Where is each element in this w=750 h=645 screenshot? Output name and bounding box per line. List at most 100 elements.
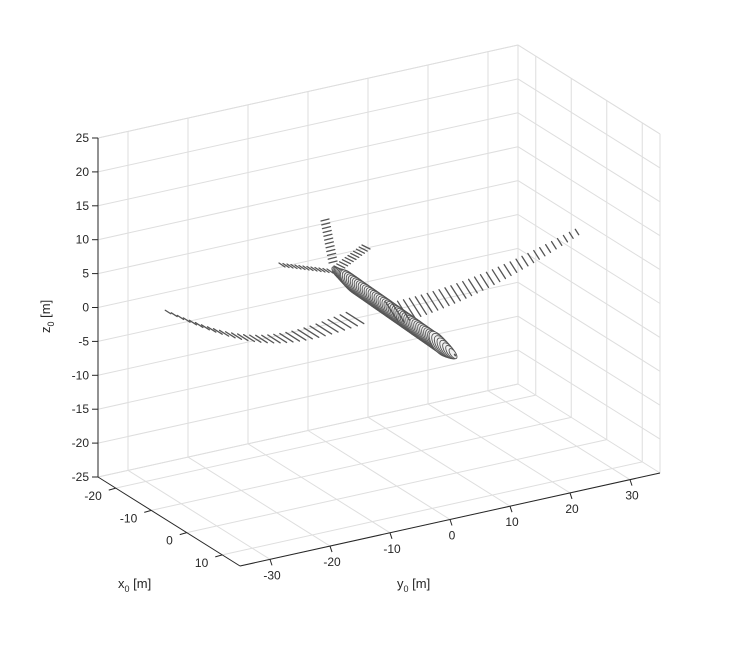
wing-rib	[414, 296, 428, 315]
z-tick-label: 10	[76, 233, 90, 247]
y-tick-label: -30	[263, 568, 281, 582]
grid-line	[97, 383, 519, 478]
grid-line	[367, 416, 511, 507]
grid-line	[517, 180, 661, 271]
wing-rib	[285, 331, 301, 342]
wing-rib	[309, 325, 326, 337]
grid-line	[97, 315, 519, 410]
wing-rib	[321, 225, 332, 230]
wing-rib	[206, 326, 217, 333]
z-tick-label: 25	[76, 131, 90, 145]
y-tick-label: 10	[505, 515, 519, 529]
wing-rib	[462, 280, 473, 297]
grid-line	[97, 349, 519, 444]
grid-line	[427, 403, 571, 494]
x-tick-mark	[144, 509, 152, 513]
grid-line	[517, 214, 661, 304]
x-axis-label: x0 [m]	[118, 576, 151, 594]
grid-line	[517, 281, 661, 372]
y-tick-mark	[569, 492, 573, 500]
x-tick-mark	[179, 532, 187, 536]
wing-rib	[176, 314, 185, 321]
wing-rib	[323, 237, 334, 241]
y-tick-mark	[449, 519, 453, 526]
wing-rib	[444, 287, 456, 304]
wing-rib	[326, 268, 334, 274]
wing-rib	[544, 243, 552, 254]
y-tick-mark	[329, 545, 333, 553]
y-tick-mark	[389, 532, 393, 539]
wing-rib	[306, 265, 314, 272]
grid-line	[517, 44, 661, 135]
wing-rib	[426, 292, 439, 311]
wing-rib	[350, 252, 360, 259]
wing-rib	[200, 324, 211, 331]
wing-rib	[328, 260, 338, 264]
grid-line	[97, 146, 519, 241]
wing-rib	[249, 334, 262, 343]
wing-rib	[279, 332, 294, 343]
x-axis-ticks: -20 -10 0 10	[84, 487, 223, 570]
y-tick-label: -10	[383, 542, 401, 556]
grid-line	[517, 112, 661, 203]
x-tick-label: -20	[84, 489, 102, 503]
x-tick-label: 0	[166, 534, 173, 548]
wing-rib	[325, 245, 335, 249]
wing-rib	[294, 264, 302, 270]
wing-rib	[341, 259, 352, 265]
wing-rib	[473, 276, 484, 291]
wing-rib	[297, 329, 313, 340]
wing-rib	[562, 234, 569, 243]
wing-rib	[556, 237, 563, 247]
wing-rib	[322, 267, 330, 274]
wing-rib	[497, 266, 507, 280]
grid-line	[517, 146, 661, 237]
grid-line	[97, 78, 519, 173]
wing-rib	[467, 278, 478, 294]
y-tick-mark	[629, 479, 633, 486]
x-tick-mark	[215, 554, 223, 558]
wing-rib	[355, 248, 366, 254]
wing-rib	[170, 312, 178, 318]
y-axis-ticks: -30 -20 -10 0 10 20 30	[263, 479, 639, 582]
x-tick-mark	[108, 487, 116, 491]
wing-rib	[345, 311, 365, 325]
wing-rib	[327, 256, 337, 260]
y-tick-mark	[509, 506, 513, 513]
grid-line	[517, 383, 661, 474]
wing-rib	[321, 321, 339, 333]
grid-line	[97, 44, 519, 139]
wing-rib	[550, 240, 557, 250]
wing-rib	[291, 330, 307, 341]
fuselage-section	[453, 353, 457, 357]
grid-line	[97, 214, 519, 308]
wing-rib	[324, 241, 335, 245]
grid-line	[487, 390, 631, 481]
wing-rib	[326, 252, 337, 257]
wing-rib	[327, 318, 346, 331]
wing-rib	[361, 244, 371, 250]
y-axis-label: y0 [m]	[397, 576, 430, 594]
aircraft-surface	[164, 218, 580, 360]
wing-rib	[320, 218, 330, 222]
wing-rib	[224, 331, 236, 339]
wing-rib	[278, 262, 286, 268]
grid-line	[97, 281, 519, 376]
wing-rib	[352, 250, 363, 256]
z-tick-label: -10	[72, 368, 90, 382]
wing-rib	[303, 327, 320, 339]
wing-rib	[230, 332, 243, 340]
wing-rib	[450, 285, 461, 302]
wing-rib	[396, 300, 411, 321]
x-axis-line	[97, 476, 241, 567]
wing-rib	[339, 314, 359, 327]
z-tick-label: 0	[82, 301, 89, 315]
wing-rib	[438, 289, 450, 307]
grid-line	[97, 112, 519, 207]
grid-line	[517, 78, 661, 169]
wing-rib	[310, 266, 318, 272]
wing-rib	[261, 334, 275, 344]
z-tick-label: 5	[82, 267, 89, 281]
z-tick-label: -25	[72, 470, 90, 484]
